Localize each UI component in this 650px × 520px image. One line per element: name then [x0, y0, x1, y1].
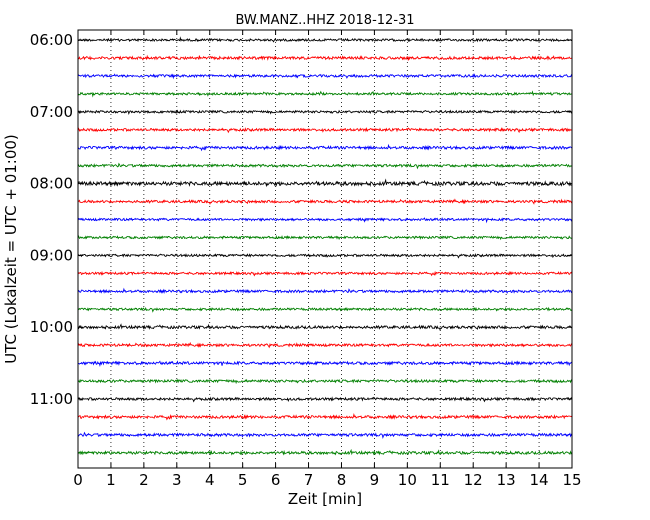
x-tick-label: 3 — [172, 471, 182, 489]
x-tick-label: 0 — [73, 471, 83, 489]
y-tick-label: 06:00 — [30, 31, 73, 49]
y-tick-label: 10:00 — [30, 318, 73, 336]
plot-frame — [77, 29, 573, 469]
x-axis-ticks: 0 1 2 3 4 5 6 7 8 9 10 11 12 13 14 15 — [73, 30, 582, 489]
seismic-trace — [77, 413, 573, 421]
seismic-trace — [77, 360, 573, 367]
y-tick-label: 07:00 — [30, 103, 73, 121]
x-tick-label: 15 — [562, 471, 581, 489]
chart-title: BW.MANZ..HHZ 2018-12-31 — [235, 13, 414, 28]
x-tick-label: 14 — [530, 471, 549, 489]
seismic-trace — [77, 198, 573, 205]
trace-group — [77, 36, 573, 456]
seismic-trace — [77, 217, 573, 224]
seismic-trace — [77, 341, 573, 349]
seismic-trace — [77, 109, 573, 116]
seismic-trace — [77, 396, 573, 403]
seismic-trace — [77, 36, 572, 43]
x-tick-label: 12 — [464, 471, 483, 489]
x-tick-label: 8 — [337, 471, 347, 489]
x-tick-label: 13 — [497, 471, 516, 489]
x-tick-label: 2 — [139, 471, 149, 489]
y-tick-label: 09:00 — [30, 246, 73, 264]
seismic-trace — [77, 143, 573, 152]
y-tick-label: 11:00 — [30, 390, 73, 408]
seismic-trace — [77, 54, 573, 61]
seismic-trace — [77, 270, 573, 277]
x-tick-label: 6 — [271, 471, 281, 489]
seismic-trace — [77, 287, 573, 295]
x-axis-label: Zeit [min] — [288, 490, 362, 508]
seismic-trace — [77, 431, 573, 440]
x-tick-label: 1 — [106, 471, 116, 489]
y-axis-label: UTC (Lokalzeit = UTC + 01:00) — [2, 134, 20, 364]
seismic-trace — [77, 127, 573, 134]
x-tick-label: 7 — [304, 471, 314, 489]
y-axis-ticks: 06:00 07:00 08:00 09:00 10:00 11:00 — [30, 31, 572, 408]
vertical-grid — [110, 30, 540, 468]
x-tick-label: 11 — [431, 471, 450, 489]
y-tick-label: 08:00 — [30, 175, 73, 193]
x-tick-label: 5 — [238, 471, 248, 489]
seismic-trace — [77, 448, 573, 456]
seismic-trace — [77, 90, 573, 98]
x-tick-label: 10 — [398, 471, 417, 489]
seismic-trace — [77, 378, 573, 385]
x-tick-label: 9 — [370, 471, 380, 489]
seismic-trace — [77, 162, 573, 170]
seismic-trace — [77, 178, 573, 188]
seismic-trace — [77, 323, 573, 331]
seismic-trace — [77, 306, 573, 313]
seismic-trace — [77, 235, 573, 241]
seismic-trace — [77, 252, 573, 259]
seismic-trace — [77, 73, 573, 80]
x-tick-label: 4 — [205, 471, 215, 489]
